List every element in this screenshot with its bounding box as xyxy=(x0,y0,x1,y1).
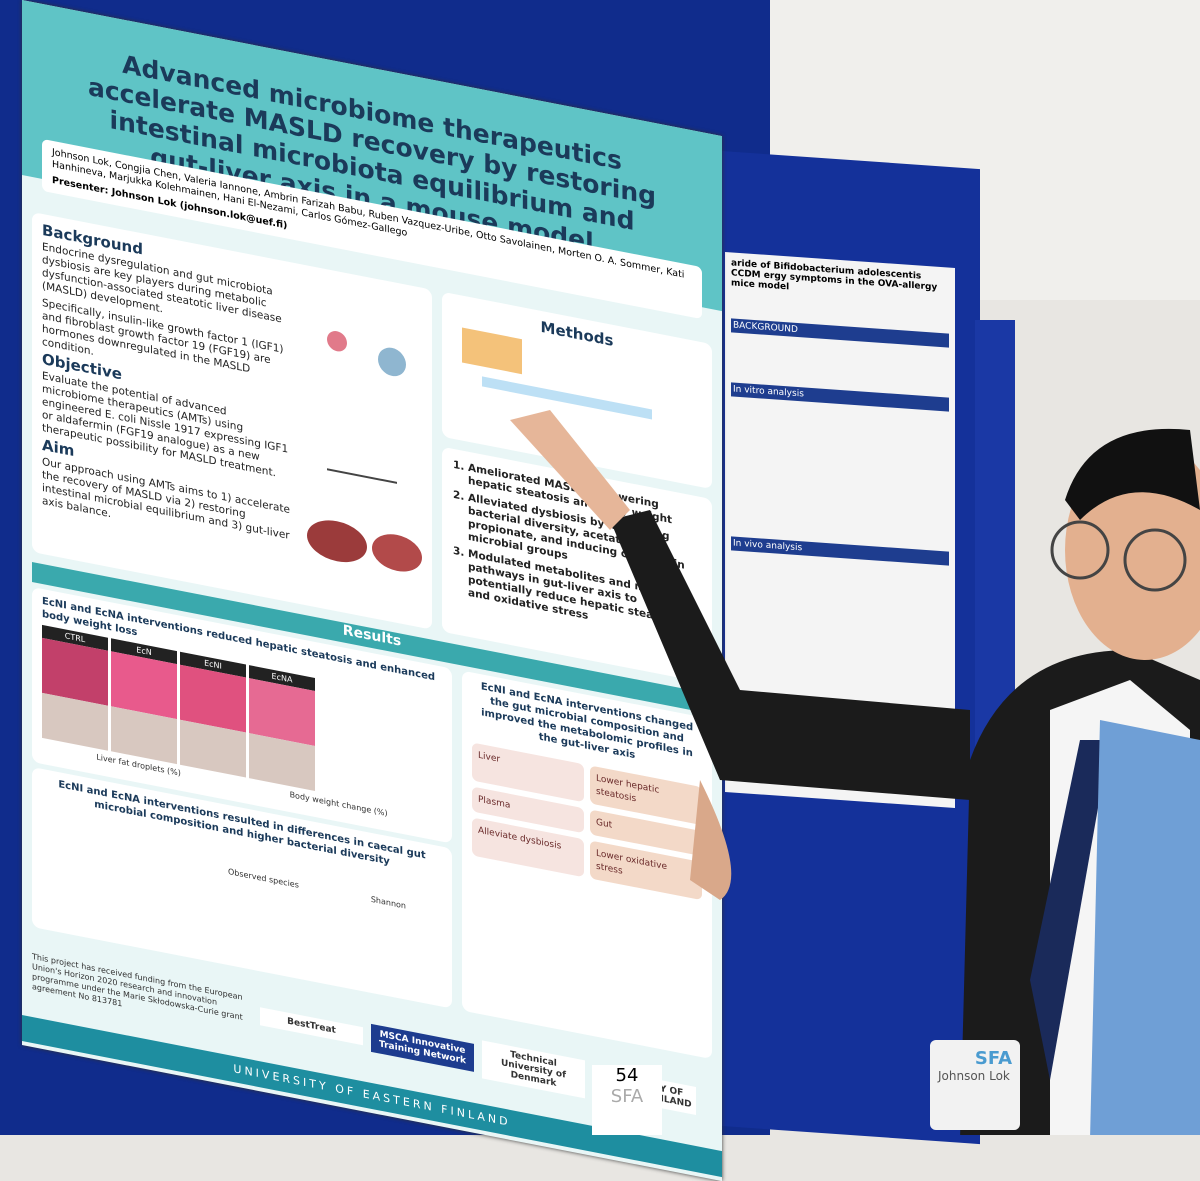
badge-logo: SFA xyxy=(974,1048,1012,1069)
presenter-person xyxy=(510,410,1200,1135)
board-number: 54 xyxy=(615,1065,639,1086)
logo: BestTreat xyxy=(260,1007,363,1046)
histology-panel: EcNA xyxy=(249,665,315,791)
funding: This project has received funding from t… xyxy=(32,951,243,1022)
badge-name: Johnson Lok xyxy=(938,1069,1010,1083)
histology-panel: EcNI xyxy=(180,651,246,778)
poster: Advanced microbiome therapeutics acceler… xyxy=(22,0,722,1181)
illustration xyxy=(307,331,422,572)
side-section: BACKGROUND xyxy=(731,318,949,348)
histology-panel: EcN xyxy=(111,638,177,765)
intro-section: Background Endocrine dysregulation and g… xyxy=(32,211,432,630)
photo: aride of Bifidobacterium adolescentis CC… xyxy=(0,0,1200,1135)
logo: MSCA Innovative Training Network xyxy=(371,1023,474,1072)
side-poster-title: aride of Bifidobacterium adolescentis CC… xyxy=(731,258,938,293)
methods-section: Methods xyxy=(442,291,712,490)
histology-panel: CTRL xyxy=(42,624,108,751)
chart-title: Shannon xyxy=(370,894,406,911)
chart-title: Observed species xyxy=(227,867,299,890)
timeline xyxy=(462,327,652,420)
board-logo: SFA xyxy=(610,1086,644,1107)
name-badge: SFA Johnson Lok xyxy=(930,1040,1020,1130)
board-number-card: 54 SFA xyxy=(592,1065,662,1135)
